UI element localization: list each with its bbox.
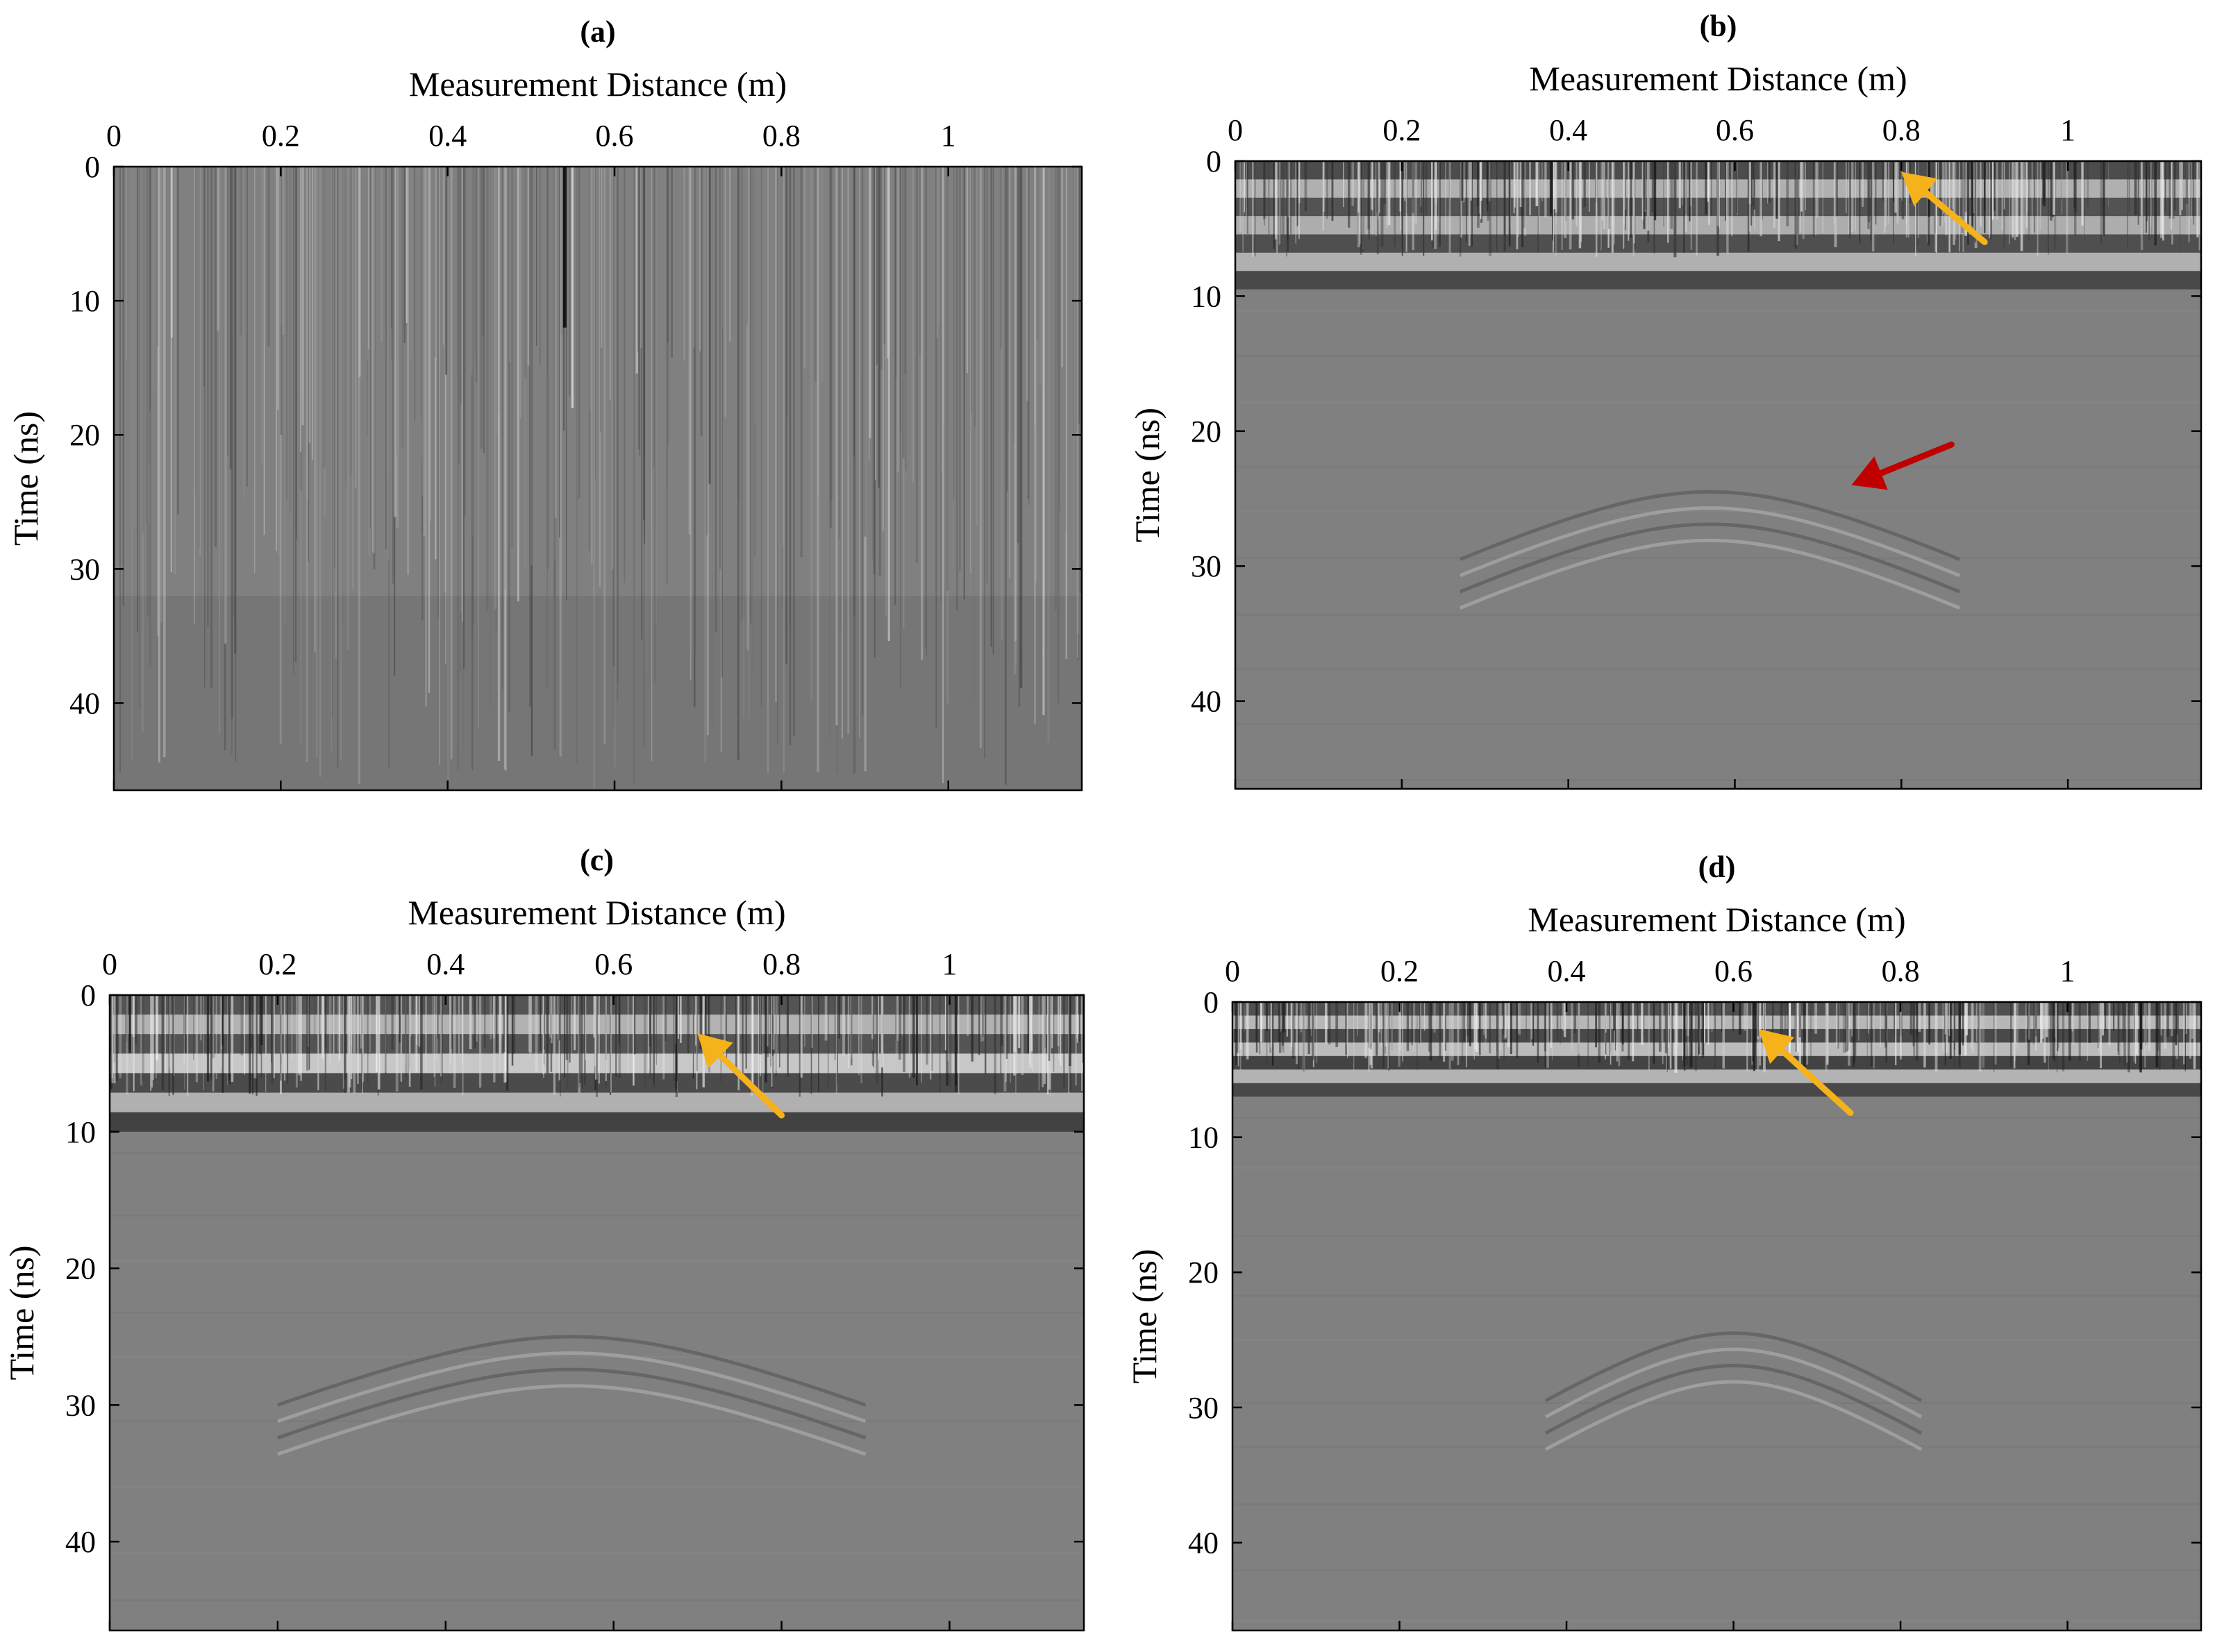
y-tick-label: 10: [1188, 1121, 1219, 1155]
surface-reflection: [1232, 1002, 2201, 1622]
plot-frame: [112, 165, 1083, 792]
y-tick-label: 30: [69, 552, 100, 586]
plot-frame: [1231, 1001, 2203, 1632]
target-hyperbola: [277, 1335, 867, 1456]
radargram-image: [114, 167, 1082, 790]
x-tick-label: 0.4: [428, 119, 467, 153]
panel-label: (a): [580, 15, 615, 49]
y-tick-label: 10: [69, 284, 100, 318]
y-tick-label: 0: [1206, 144, 1221, 178]
y-tick-label: 20: [69, 418, 100, 452]
x-tick-label: 0: [106, 119, 122, 153]
y-tick-label: 30: [1188, 1391, 1219, 1425]
x-tick-label: 0.8: [1882, 113, 1921, 147]
y-tick-label: 40: [65, 1525, 96, 1559]
y-axis-title: Time (ns): [1125, 1249, 1164, 1383]
x-tick-label: 0.8: [762, 947, 801, 981]
x-tick-label: 0.4: [426, 947, 465, 981]
x-tick-label: 0: [1225, 954, 1240, 988]
y-tick-label: 20: [65, 1252, 96, 1286]
y-tick-label: 0: [81, 978, 96, 1012]
y-tick-label: 0: [85, 150, 100, 184]
x-tick-label: 0.6: [1714, 954, 1753, 988]
x-tick-label: 0.2: [258, 947, 296, 981]
radargram-image: [110, 995, 1084, 1601]
y-tick-label: 40: [1188, 1526, 1219, 1560]
surface-reflection: [110, 995, 1084, 1601]
plot-frame: [108, 994, 1085, 1632]
y-tick-label: 20: [1191, 415, 1221, 449]
x-tick-label: 1: [2060, 954, 2075, 988]
x-axis-title: Measurement Distance (m): [409, 65, 787, 103]
x-axis-title: Measurement Distance (m): [1529, 59, 1907, 98]
plot-frame: [1234, 160, 2203, 790]
panel-label: (c): [580, 843, 614, 877]
x-axis-title: Measurement Distance (m): [408, 893, 785, 932]
radargram-image: [1232, 1002, 2201, 1622]
y-tick-label: 40: [69, 686, 100, 720]
y-axis-title: Time (ns): [2, 1245, 41, 1380]
y-tick-label: 20: [1188, 1255, 1219, 1290]
y-axis-title: Time (ns): [1128, 408, 1167, 542]
x-axis-title: Measurement Distance (m): [1528, 900, 1905, 939]
surface-arrow: [1758, 1028, 1854, 1117]
x-tick-label: 0: [102, 947, 117, 981]
y-tick-label: 0: [1203, 985, 1219, 1019]
x-tick-label: 0.2: [1380, 954, 1419, 988]
y-tick-label: 10: [1191, 279, 1221, 313]
y-axis-title: Time (ns): [6, 411, 45, 546]
x-tick-label: 0.2: [1382, 113, 1421, 147]
y-tick-label: 30: [65, 1388, 96, 1422]
plot-background: [1232, 1002, 2201, 1630]
x-tick-label: 1: [2060, 113, 2075, 147]
target-arrow: [1851, 441, 1955, 490]
radargram-image: [1235, 161, 2201, 782]
surface-reflection: [1235, 161, 2201, 782]
x-tick-label: 0.6: [1716, 113, 1754, 147]
x-tick-label: 0.6: [596, 119, 634, 153]
panel-label: (b): [1700, 9, 1737, 43]
surface-arrow: [1901, 172, 1988, 246]
x-tick-label: 0.8: [762, 119, 801, 153]
x-tick-label: 0.6: [594, 947, 633, 981]
y-tick-label: 30: [1191, 549, 1221, 583]
x-tick-label: 1: [941, 119, 956, 153]
x-tick-label: 0.8: [1882, 954, 1920, 988]
target-hyperbola: [1459, 490, 1961, 610]
x-tick-label: 0.4: [1549, 113, 1587, 147]
y-tick-label: 40: [1191, 685, 1221, 719]
surface-arrow: [697, 1033, 785, 1119]
vertical-noise: [114, 167, 1082, 790]
y-tick-label: 10: [65, 1115, 96, 1149]
x-tick-label: 0.4: [1548, 954, 1586, 988]
target-hyperbola: [1544, 1331, 1923, 1451]
panel-label: (d): [1698, 850, 1736, 884]
x-tick-label: 0: [1228, 113, 1243, 147]
x-tick-label: 1: [942, 947, 957, 981]
x-tick-label: 0.2: [262, 119, 300, 153]
